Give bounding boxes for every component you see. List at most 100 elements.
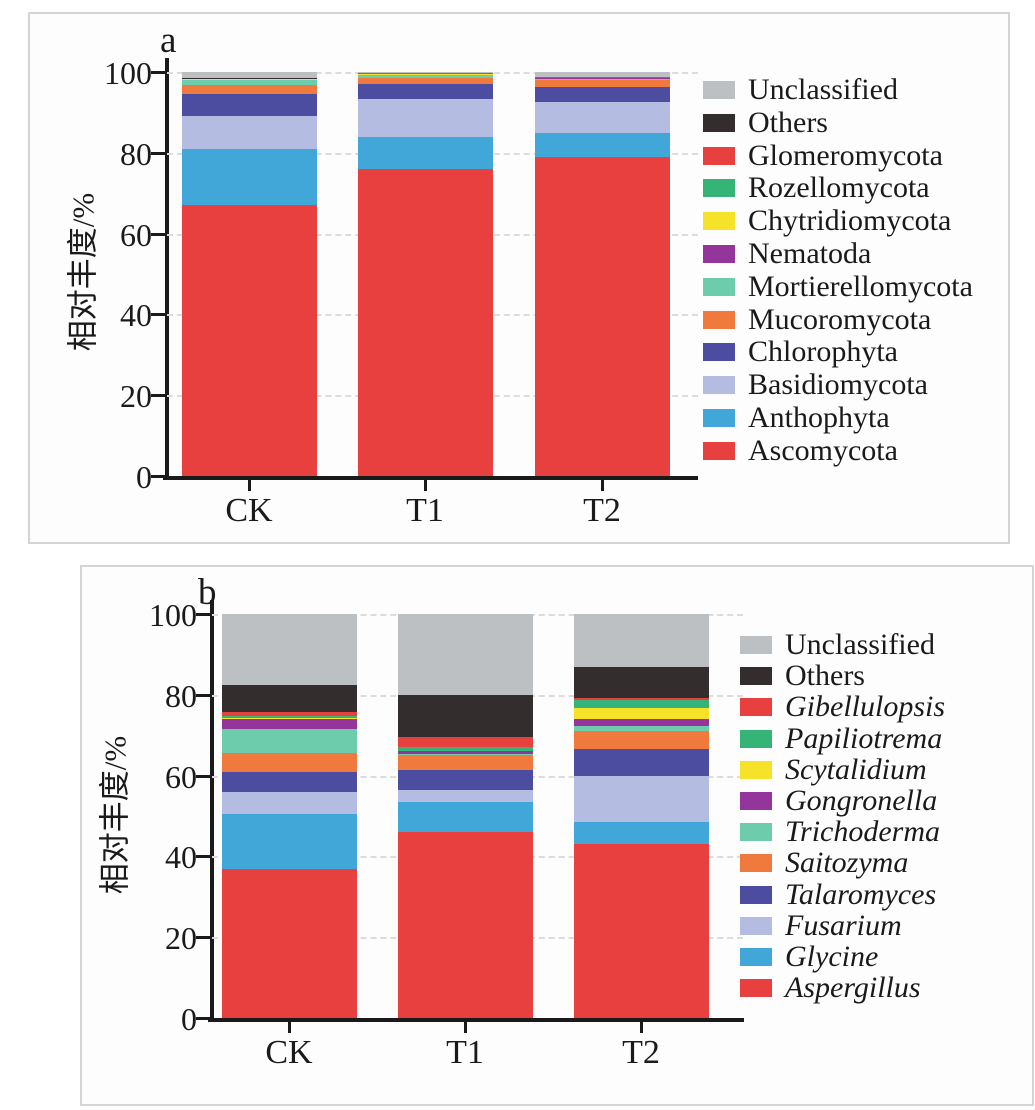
legend-label-basidiomycota: Basidiomycota xyxy=(748,368,928,402)
legend-row-chytridiomycota: Chytridiomycota xyxy=(703,205,951,237)
y-tick-label-60: 60 xyxy=(165,758,197,795)
bar-segment-ck-unclassified xyxy=(182,72,317,79)
legend-row-fusarium: Fusarium xyxy=(740,910,902,942)
y-tick-label-100: 100 xyxy=(149,597,197,633)
bar-segment-t2-unclassified xyxy=(535,72,670,77)
y-tick-80 xyxy=(151,151,165,155)
legend-swatch-others xyxy=(703,113,735,132)
legend-label-chytridiomycota: Chytridiomycota xyxy=(748,204,952,238)
bar-segment-ck-fusarium xyxy=(222,791,357,814)
bar-segment-t1-saitozyma xyxy=(398,755,533,770)
legend-row-saitozyma: Saitozyma xyxy=(740,847,908,879)
legend-label-scytalidium: Scytalidium xyxy=(785,752,927,786)
legend-label-mucoromycota: Mucoromycota xyxy=(748,302,932,336)
bar-segment-t1-gibellulopsis xyxy=(398,737,533,747)
legend-label-unclassified: Unclassified xyxy=(748,73,898,106)
bar-segment-ck-anthophyta xyxy=(182,148,317,206)
y-tick-label-60: 60 xyxy=(120,216,152,253)
bar-t2 xyxy=(574,614,709,1018)
bar-segment-t2-mucoromycota xyxy=(535,79,670,87)
bar-segment-t2-trichoderma xyxy=(574,726,709,732)
bar-segment-t1-anthophyta xyxy=(358,136,493,169)
legend-label-papiliotrema: Papiliotrema xyxy=(785,721,943,755)
x-category-label-t1: T1 xyxy=(406,492,444,529)
y-tick-label-20: 20 xyxy=(165,920,197,957)
bar-segment-t2-glycine xyxy=(574,822,709,845)
legend-swatch-chlorophyta xyxy=(703,343,735,362)
y-tick-40 xyxy=(196,855,210,859)
legend-row-mortierellomycota: Mortierellomycota xyxy=(703,271,973,303)
bar-segment-t2-fusarium xyxy=(574,775,709,823)
legend-row-gongronella: Gongronella xyxy=(740,785,937,817)
bar-segment-ck-others xyxy=(222,684,357,712)
bar-ck xyxy=(222,614,357,1018)
legend-label-glomeromycota: Glomeromycota xyxy=(748,138,943,172)
x-category-label-ck: CK xyxy=(225,492,273,529)
legend-row-papiliotrema: Papiliotrema xyxy=(740,723,942,755)
bar-segment-ck-gibellulopsis xyxy=(222,711,357,716)
bar-segment-t1-trichoderma xyxy=(398,754,533,756)
legend-swatch-saitozyma xyxy=(740,854,772,873)
panel-a-label: a xyxy=(160,20,177,61)
bar-segment-t2-ascomycota xyxy=(535,156,670,476)
legend-swatch-mucoromycota xyxy=(703,310,735,329)
bar-segment-t1-gongronella xyxy=(398,751,533,755)
legend-row-glycine: Glycine xyxy=(740,941,878,973)
y-tick-label-0: 0 xyxy=(181,1001,197,1037)
bar-segment-ck-aspergillus xyxy=(222,868,357,1018)
bar-segment-ck-scytalidium xyxy=(222,717,357,720)
legend-swatch-glomeromycota xyxy=(703,146,735,165)
bar-segment-t2-anthophyta xyxy=(535,133,670,157)
bar-segment-t1-glycine xyxy=(398,801,533,833)
bar-segment-ck-trichoderma xyxy=(222,729,357,754)
panel-a-y-axis-line xyxy=(165,58,169,480)
legend-label-trichoderma: Trichoderma xyxy=(785,815,941,849)
y-tick-60 xyxy=(151,232,165,236)
x-category-label-ck: CK xyxy=(265,1034,313,1071)
x-category-label-t2: T2 xyxy=(583,492,621,529)
legend-label-chlorophyta: Chlorophyta xyxy=(748,335,898,369)
x-tick-t1 xyxy=(424,478,427,491)
y-tick-80 xyxy=(196,693,210,697)
x-tick-ck xyxy=(288,1020,291,1033)
legend-swatch-unclassified xyxy=(740,636,772,654)
legend-label-gongronella: Gongronella xyxy=(785,784,938,817)
legend-row-rozellomycota: Rozellomycota xyxy=(703,172,930,204)
legend-swatch-chytridiomycota xyxy=(703,212,735,231)
bar-segment-t2-others xyxy=(574,666,709,699)
legend-row-unclassified: Unclassified xyxy=(740,629,935,661)
bar-segment-t2-scytalidium xyxy=(574,707,709,720)
bar-segment-t2-unclassified xyxy=(574,614,709,667)
legend-label-ascomycota: Ascomycota xyxy=(748,433,898,467)
legend-row-talaromyces: Talaromyces xyxy=(740,879,936,911)
legend-label-talaromyces: Talaromyces xyxy=(785,877,937,911)
legend-row-chlorophyta: Chlorophyta xyxy=(703,336,898,368)
bar-segment-t1-chlorophyta xyxy=(358,84,493,100)
legend-row-basidiomycota: Basidiomycota xyxy=(703,369,928,401)
legend-swatch-scytalidium xyxy=(740,760,772,779)
y-tick-label-80: 80 xyxy=(165,677,197,714)
legend-row-others: Others xyxy=(740,660,865,692)
legend-swatch-rozellomycota xyxy=(703,179,735,198)
legend-row-others: Others xyxy=(703,107,828,139)
x-category-label-t2: T2 xyxy=(622,1034,660,1071)
y-tick-60 xyxy=(196,774,210,778)
bar-segment-ck-gongronella xyxy=(222,719,357,730)
y-tick-20 xyxy=(196,936,210,940)
legend-swatch-trichoderma xyxy=(740,823,772,842)
legend-label-unclassified: Unclassified xyxy=(785,628,935,661)
y-tick-label-100: 100 xyxy=(104,55,152,91)
x-category-label-t1: T1 xyxy=(446,1034,484,1071)
legend-row-gibellulopsis: Gibellulopsis xyxy=(740,691,945,723)
bar-segment-t2-chlorophyta xyxy=(535,86,670,102)
legend-label-others: Others xyxy=(785,659,865,693)
bar-t2 xyxy=(535,72,670,476)
bar-segment-t1-ascomycota xyxy=(358,168,493,476)
legend-swatch-aspergillus xyxy=(740,979,772,998)
bar-segment-ck-mucoromycota xyxy=(182,84,317,95)
bar-segment-t1-mucoromycota xyxy=(358,78,493,85)
legend-swatch-basidiomycota xyxy=(703,376,735,395)
legend-swatch-gongronella xyxy=(740,792,772,810)
bar-segment-t1-talaromyces xyxy=(398,769,533,790)
